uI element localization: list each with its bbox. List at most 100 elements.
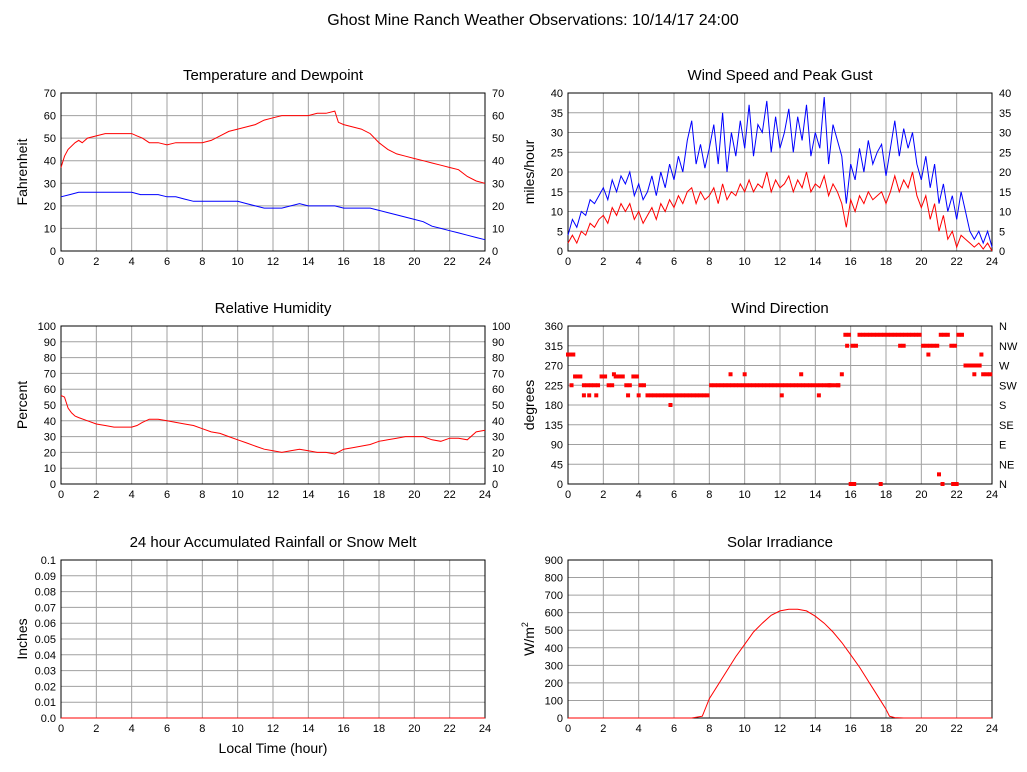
data-point (740, 383, 745, 388)
data-point (906, 332, 911, 337)
y-tick-label: 30 (551, 128, 563, 140)
x-tick-label: 6 (164, 489, 170, 501)
data-point (636, 393, 641, 398)
data-point (952, 343, 957, 348)
x-tick-label: 14 (302, 256, 314, 268)
right-y-tick-label: 0 (492, 246, 498, 258)
data-point (755, 383, 760, 388)
y-tick-label: 300 (545, 660, 563, 672)
data-point (599, 374, 604, 379)
x-tick-label: 4 (129, 256, 135, 268)
data-point (816, 393, 821, 398)
data-point (596, 383, 601, 388)
data-point (921, 343, 926, 348)
data-point (641, 383, 646, 388)
data-point (742, 372, 747, 377)
y-tick-label: 30 (44, 178, 56, 190)
x-tick-label: 20 (408, 489, 420, 501)
x-tick-label: 22 (444, 256, 456, 268)
x-tick-label: 16 (338, 723, 350, 735)
data-point (744, 383, 749, 388)
data-point (977, 363, 982, 368)
y-tick-label: 0 (557, 713, 563, 725)
x-tick-label: 6 (164, 256, 170, 268)
x-tick-label: 8 (199, 723, 205, 735)
y-tick-label: 30 (44, 432, 56, 444)
data-point (970, 363, 975, 368)
right-y-tick-label: S (999, 400, 1006, 412)
data-point (620, 374, 625, 379)
data-point (981, 372, 986, 377)
plot-frame (60, 92, 486, 252)
plot-frame (567, 92, 993, 252)
data-point (587, 393, 592, 398)
x-tick-label: 0 (58, 256, 64, 268)
y-tick-label: 0.03 (35, 666, 56, 678)
data-point (942, 332, 947, 337)
right-y-tick-label: 25 (999, 147, 1011, 159)
data-point (924, 343, 929, 348)
y-tick-label: 0.01 (35, 697, 56, 709)
chart-title: Wind Direction (731, 300, 829, 317)
x-tick-label: 10 (232, 723, 244, 735)
data-point (984, 372, 989, 377)
data-point (910, 332, 915, 337)
x-tick-label: 2 (93, 723, 99, 735)
data-point (779, 393, 784, 398)
x-tick-label: 20 (915, 723, 927, 735)
y-tick-label: 180 (545, 400, 563, 412)
data-point (852, 482, 857, 486)
data-point (670, 393, 675, 398)
data-point (878, 482, 883, 486)
data-point (898, 343, 903, 348)
right-y-tick-label: 35 (999, 108, 1011, 120)
data-point (864, 332, 869, 337)
x-tick-label: 24 (986, 256, 998, 268)
series-line-2 (60, 191, 486, 241)
data-point (972, 372, 977, 377)
right-y-tick-label: 70 (492, 368, 504, 380)
right-y-tick-label: 40 (492, 416, 504, 428)
data-point (868, 332, 873, 337)
data-point (723, 383, 728, 388)
data-point (811, 383, 816, 388)
data-point (581, 383, 586, 388)
data-point (726, 383, 731, 388)
x-tick-label: 6 (164, 723, 170, 735)
y-tick-label: 600 (545, 608, 563, 620)
right-y-tick-label: 30 (492, 432, 504, 444)
data-point (926, 352, 931, 357)
y-tick-label: 10 (551, 207, 563, 219)
data-point (793, 383, 798, 388)
series-line-1 (568, 608, 992, 719)
data-point (815, 383, 820, 388)
x-tick-label: 12 (774, 256, 786, 268)
x-tick-label: 0 (565, 723, 571, 735)
x-tick-label: 10 (739, 489, 751, 501)
data-point (652, 393, 657, 398)
data-point (951, 482, 956, 486)
series-line-2 (567, 171, 993, 252)
x-tick-label: 24 (479, 256, 491, 268)
y-tick-label: 700 (545, 590, 563, 602)
data-point (769, 383, 774, 388)
x-tick-label: 6 (671, 489, 677, 501)
data-point (956, 332, 961, 337)
y-axis-label: Percent (14, 381, 30, 429)
x-tick-label: 4 (129, 489, 135, 501)
data-point (974, 363, 979, 368)
x-tick-label: 14 (809, 723, 821, 735)
data-point (733, 383, 738, 388)
y-tick-label: 50 (44, 400, 56, 412)
x-tick-label: 8 (706, 723, 712, 735)
x-tick-label: 0 (565, 256, 571, 268)
y-tick-label: 0.02 (35, 681, 56, 693)
x-tick-label: 20 (408, 723, 420, 735)
y-tick-label: 315 (545, 341, 563, 353)
data-point (903, 332, 908, 337)
data-point (610, 383, 615, 388)
right-y-tick-label: 50 (492, 400, 504, 412)
